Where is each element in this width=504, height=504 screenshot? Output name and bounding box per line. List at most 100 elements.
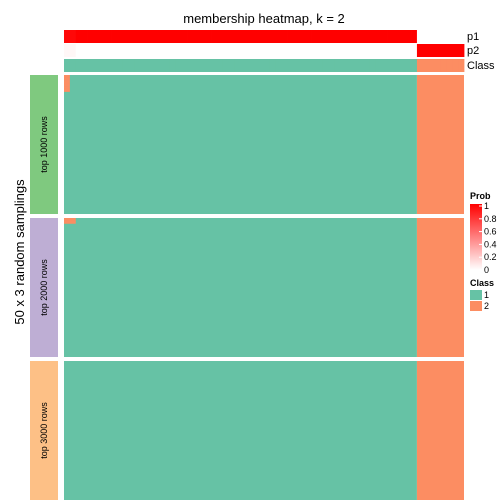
annotation-cell (416, 30, 424, 43)
annotation-cell (81, 59, 88, 72)
annotation-cell (458, 30, 465, 43)
annotation-cell (305, 44, 312, 57)
row-group-bar (30, 361, 58, 500)
annotation-cell (99, 44, 106, 57)
annotation-cell (299, 59, 306, 72)
annotation-cell (287, 30, 294, 43)
heatmap-cell-run (64, 218, 417, 357)
annotation-rows (64, 30, 465, 72)
annotation-cell (246, 44, 253, 57)
annotation-cell (446, 30, 453, 43)
annotation-cell (452, 44, 459, 57)
heatmap-cell-run (64, 361, 417, 500)
annotation-cell (216, 59, 224, 72)
annotation-cell (405, 44, 412, 57)
annotation-cell (240, 44, 247, 57)
annotation-labels: p1 p2 Class (467, 31, 495, 72)
annotation-cell (228, 44, 235, 57)
legend-class-swatch (470, 290, 482, 300)
annotation-cell (116, 59, 124, 72)
annotation-cell (358, 59, 365, 72)
annotation-cell (305, 30, 312, 43)
legend-class-label: 1 (484, 290, 489, 300)
annotation-cell (446, 59, 453, 72)
annotation-cell (164, 44, 171, 57)
annotation-cell (75, 30, 83, 43)
y-axis-label: 50 x 3 random samplings (12, 179, 27, 325)
annotation-cell (440, 30, 447, 43)
annotation-cell (93, 59, 100, 72)
annotation-cell (64, 59, 71, 72)
annotation-cell (216, 44, 224, 57)
annotation-cell (152, 59, 159, 72)
heatmap-cell (64, 77, 70, 81)
annotation-cell (387, 59, 394, 72)
annotation-cell (99, 59, 106, 72)
annotation-cell (216, 30, 224, 43)
legend-prob-tick-label: 0.8 (484, 214, 497, 224)
annotation-cell (269, 44, 277, 57)
annotation-cell (411, 59, 418, 72)
annotation-cell (264, 59, 271, 72)
annotation-row-class (64, 59, 465, 72)
annotation-cell (140, 59, 147, 72)
annotation-cell (381, 30, 388, 43)
annotation-cell (258, 30, 265, 43)
annotation-cell (452, 59, 459, 72)
heatmap-cell-run (416, 75, 464, 214)
row-group-bars: top 1000 rows top 2000 rows top 3000 rows (30, 75, 58, 500)
annotation-cell (287, 59, 294, 72)
annotation-cell (181, 30, 188, 43)
annotation-cell (369, 59, 377, 72)
annotation-cell (393, 44, 400, 57)
annotation-cell (246, 30, 253, 43)
annotation-cell (281, 44, 288, 57)
row-group-bar (30, 75, 58, 214)
annotation-cell (228, 30, 235, 43)
annotation-cell (364, 59, 371, 72)
legend-class-swatch (470, 301, 482, 311)
row-group-label: top 1000 rows (39, 116, 49, 173)
annotation-cell (81, 30, 88, 43)
annotation-cell (258, 44, 265, 57)
annotation-cell (299, 44, 306, 57)
annotation-cell (175, 30, 183, 43)
annotation-cell (134, 44, 141, 57)
annotation-cell (352, 44, 359, 57)
annotation-cell (334, 59, 341, 72)
annotation-cell (346, 44, 353, 57)
annotation-cell (275, 59, 283, 72)
legend-class-label: 2 (484, 301, 489, 311)
heatmap-cell (64, 218, 76, 221)
annotation-cell (111, 59, 118, 72)
annotation-cell (222, 59, 230, 72)
heatmap-cell (64, 75, 70, 78)
annotation-cell (293, 59, 300, 72)
annotation-cell (187, 30, 194, 43)
annotation-cell (252, 30, 259, 43)
annotation-cell (446, 44, 453, 57)
annotation-cell (146, 30, 153, 43)
annotation-cell (387, 44, 394, 57)
annotation-cell (281, 30, 288, 43)
annotation-cell (181, 44, 188, 57)
annotation-cell (275, 30, 283, 43)
annotation-cell (105, 30, 112, 43)
annotation-cell (287, 44, 294, 57)
annotation-cell (252, 59, 259, 72)
annotation-cell (428, 30, 435, 43)
annotation-cell (399, 30, 406, 43)
annotation-cell (328, 59, 335, 72)
annotation-cell (128, 30, 135, 43)
annotation-cell (399, 44, 406, 57)
annotation-cell (458, 44, 465, 57)
legend-prob-tick-label: 1 (484, 201, 489, 211)
annotation-cell (299, 30, 306, 43)
annotation-cell (181, 59, 188, 72)
annotation-cell (264, 30, 271, 43)
annotation-cell (105, 59, 112, 72)
annotation-row-p2 (64, 44, 465, 57)
annotation-cell (234, 30, 241, 43)
annotation-cell (405, 59, 412, 72)
annotation-cell (111, 30, 118, 43)
